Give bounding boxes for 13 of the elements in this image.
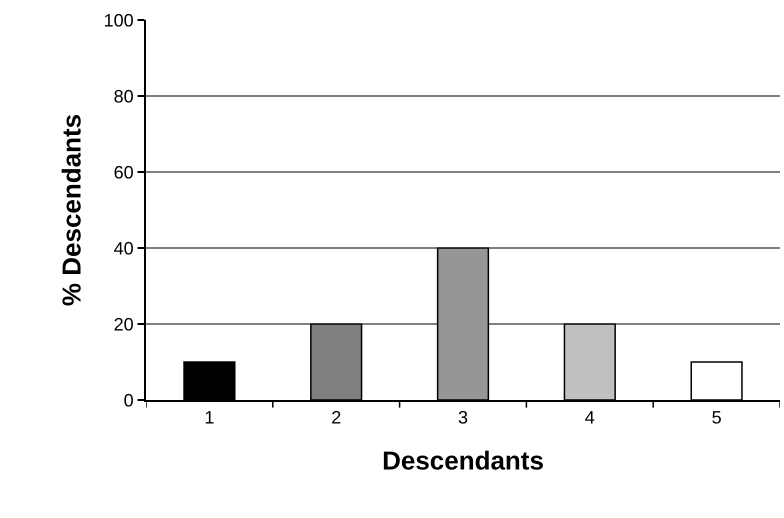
x-tick-label: 1 bbox=[204, 407, 214, 428]
y-tick-label: 80 bbox=[114, 86, 134, 106]
y-tick-label: 60 bbox=[114, 162, 134, 182]
x-axis-title: Descendants bbox=[382, 446, 544, 476]
y-tick-label: 40 bbox=[114, 238, 134, 258]
y-tick-label: 0 bbox=[124, 390, 134, 410]
x-tick-label: 5 bbox=[712, 407, 722, 428]
x-tick-label: 2 bbox=[331, 407, 342, 428]
y-tick-label: 100 bbox=[104, 10, 134, 30]
x-tick-label: 3 bbox=[458, 407, 468, 428]
y-axis-title: % Descendants bbox=[56, 114, 87, 306]
x-tick-label: 4 bbox=[584, 407, 595, 428]
y-tick-label: 20 bbox=[114, 314, 134, 334]
